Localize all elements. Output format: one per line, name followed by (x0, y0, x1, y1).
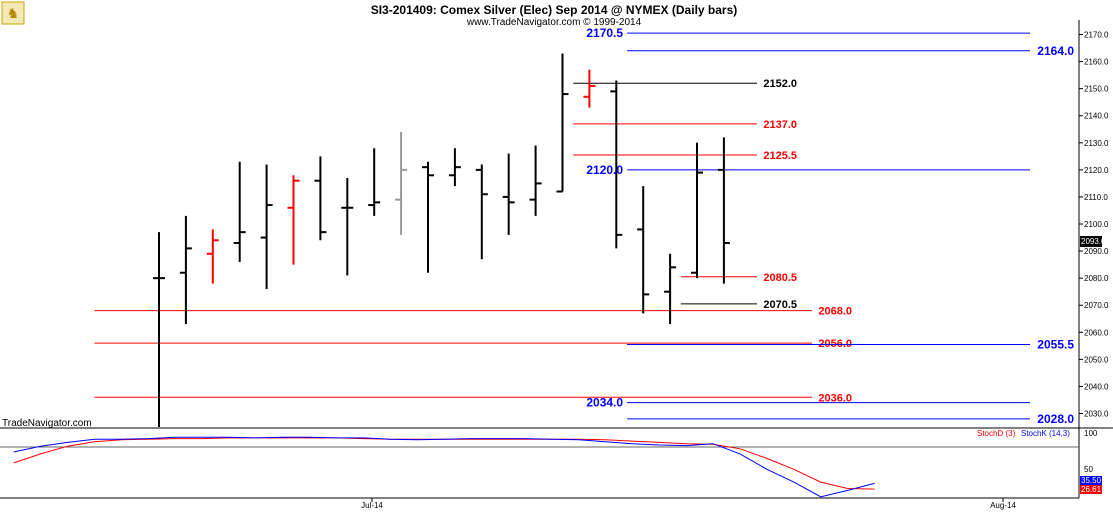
level-label: 2070.5 (763, 299, 797, 311)
ohlc-bar (475, 164, 488, 260)
stochastic-lines (13, 436, 875, 498)
stochd-tag: 26.61 (1081, 485, 1102, 494)
time-tick-label: Jul-14 (361, 501, 383, 510)
chart-title: SI3-201409: Comex Silver (Elec) Sep 2014… (371, 3, 738, 17)
stoch-tick-50: 50 (1084, 465, 1093, 474)
ohlc-bar (691, 142, 703, 279)
ohlc-bar (529, 145, 542, 216)
level-label: 2028.0 (1037, 412, 1074, 426)
price-axis-ticks: 2030.0 2040.0 2050.0 2060.0 2070.0 2080.0 2090… (1079, 31, 1109, 419)
price-tick-label: 2150.0 (1084, 85, 1109, 94)
ohlc-bar (717, 137, 730, 284)
price-tick-label: 2160.0 (1084, 58, 1109, 67)
legend-stochd: StochD (3) (977, 429, 1016, 438)
ohlc-bar (583, 69, 596, 108)
price-tick-label: 2130.0 (1084, 139, 1109, 148)
stochk-line (13, 436, 875, 498)
stochk-tag-bg (1080, 476, 1102, 485)
watermark: TradeNavigator.com (2, 418, 92, 429)
price-tick-label: 2170.0 (1084, 31, 1109, 40)
ohlc-bar (179, 215, 192, 325)
legend-stochk: StochK (14,3) (1021, 429, 1070, 438)
ohlc-bar (556, 53, 569, 193)
price-tick-label: 2070.0 (1084, 301, 1109, 310)
ohlc-bar (448, 148, 461, 187)
level-label: 2125.5 (763, 150, 797, 162)
level-label: 2036.0 (818, 392, 852, 404)
price-tick-label: 2110.0 (1084, 193, 1108, 202)
price-tick-label: 2100.0 (1084, 220, 1109, 229)
ohlc-bar (637, 186, 650, 314)
ohlc-bar (153, 232, 165, 427)
ohlc-bar (341, 177, 354, 276)
stochd-tag-bg (1080, 485, 1102, 494)
level-label: 2068.0 (818, 306, 852, 318)
ohlc-bar (368, 148, 381, 216)
time-tick-label: Aug-14 (990, 501, 1016, 510)
svg-text:♞: ♞ (7, 5, 20, 21)
level-label: 2080.5 (763, 272, 797, 284)
price-tick-label: 2030.0 (1084, 410, 1109, 419)
level-label: 2164.0 (1037, 44, 1074, 58)
price-tick-label: 2050.0 (1084, 355, 1109, 364)
ohlc-bar (233, 161, 246, 262)
time-axis-ticks: Jul-14 Aug-14 (361, 498, 1016, 510)
stochd-line (13, 437, 875, 490)
ohlc-bar (664, 253, 677, 325)
price-tick-label: 2040.0 (1084, 382, 1109, 391)
ohlc-bar (502, 153, 515, 235)
price-tick-label: 2140.0 (1084, 112, 1109, 121)
level-label: 2120.0 (586, 163, 623, 177)
ohlc-bar (395, 131, 408, 235)
stoch-tick-100: 100 (1084, 429, 1098, 438)
level-lines: 2170.5 2164.0 2152.0 2137.0 2125.5 2120.0 2080… (94, 26, 1074, 426)
level-label: 2055.5 (1037, 337, 1074, 351)
price-tick-label: 2090.0 (1084, 247, 1109, 256)
stochk-tag: 35.50 (1081, 476, 1102, 485)
price-tick-label: 2080.0 (1084, 274, 1109, 283)
level-label: 2170.5 (586, 26, 623, 40)
level-label: 2152.0 (763, 78, 797, 90)
ohlc-bar (314, 156, 327, 241)
price-tick-label: 2060.0 (1084, 328, 1109, 337)
last-price-tag-bg (1080, 236, 1102, 247)
ohlc-bar (610, 80, 623, 249)
logo: ♞ (1, 1, 25, 25)
ohlc-bar (287, 175, 300, 265)
ohlc-bar (260, 164, 273, 289)
level-label: 2034.0 (586, 396, 623, 410)
ohlc-bar (206, 229, 219, 284)
ohlc-bars (153, 53, 730, 427)
ohlc-bar (422, 161, 434, 273)
last-price-tag: 2093.0 (1081, 237, 1106, 246)
chart-subtitle: www.TradeNavigator.com © 1999-2014 (466, 17, 642, 28)
price-tick-label: 2120.0 (1084, 166, 1109, 175)
level-label: 2137.0 (763, 119, 797, 131)
